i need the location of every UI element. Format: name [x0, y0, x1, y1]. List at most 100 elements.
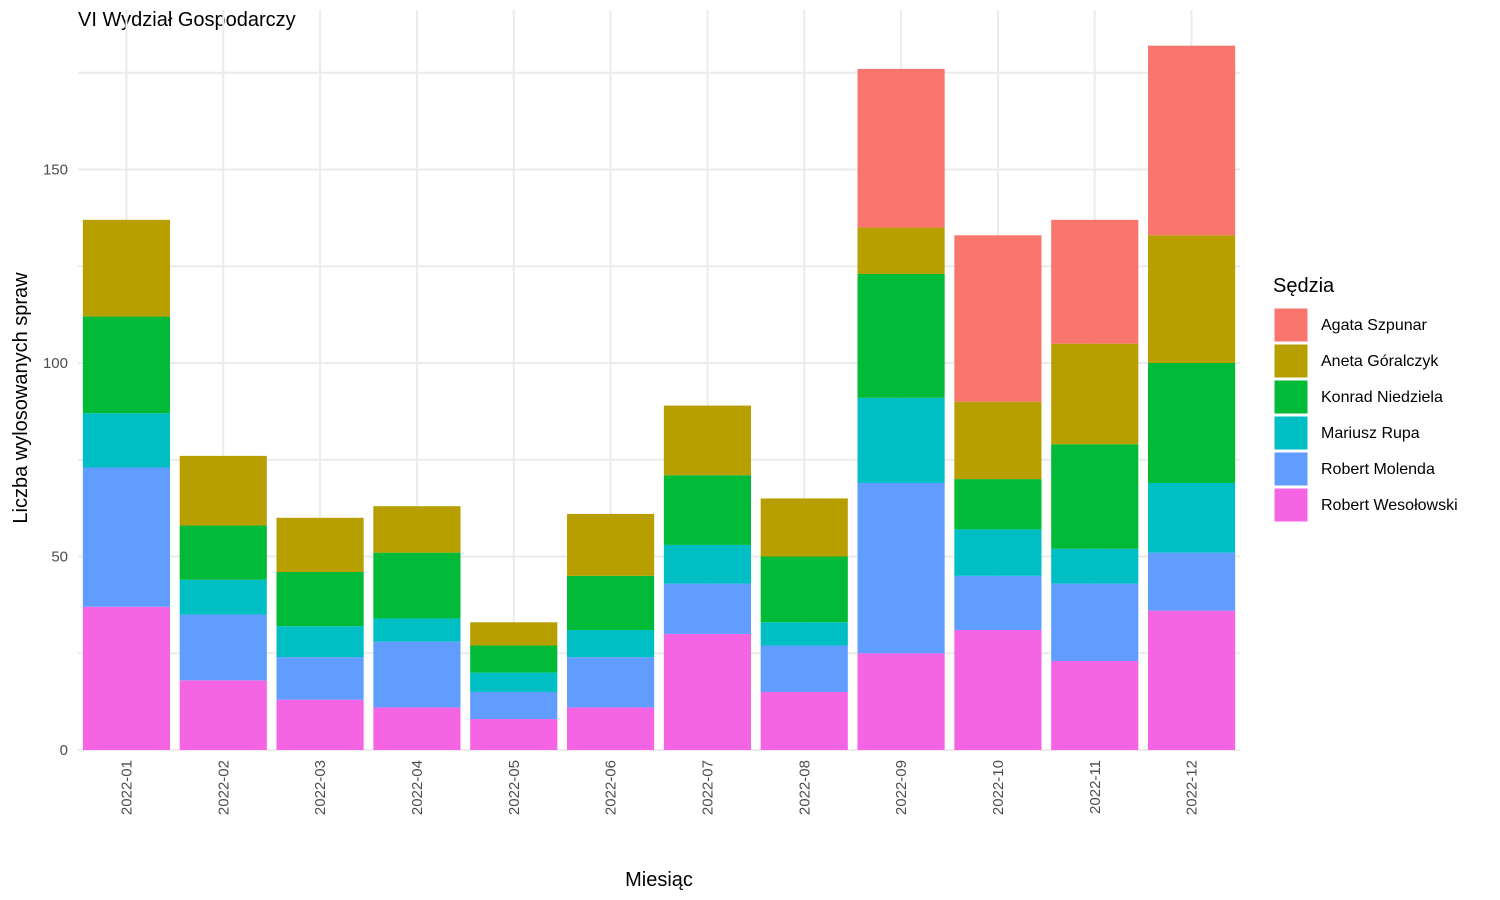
bar-segment — [276, 571, 364, 627]
bar-segment — [663, 583, 751, 634]
x-axis-title: Miesiąc — [625, 869, 693, 891]
x-tick-label: 2022-11 — [1087, 760, 1104, 814]
x-axis-ticks: 2022-01 2022-02 2022-03 2022-04 2022-05 2022-… — [118, 760, 1200, 815]
y-tick-label: 100 — [43, 355, 68, 372]
bar-segment — [954, 630, 1042, 750]
bar-segment — [1148, 235, 1236, 363]
bar-segment — [954, 529, 1042, 576]
bar-segment — [179, 614, 267, 681]
bar-segment — [567, 575, 655, 631]
x-tick-label: 2022-05 — [506, 760, 523, 815]
bar-segment — [373, 618, 461, 642]
bar-segment — [179, 455, 267, 526]
bar-segment — [470, 645, 558, 673]
bar-segment — [954, 401, 1042, 480]
bar-segment — [373, 641, 461, 708]
x-tick-label: 2022-08 — [796, 760, 813, 815]
bar-segment — [1051, 343, 1139, 445]
bar-segment — [470, 719, 558, 750]
bar-segment — [470, 672, 558, 692]
bar-segment — [1148, 45, 1236, 236]
legend-label: Konrad Niedziela — [1321, 389, 1443, 406]
x-tick-label: 2022-04 — [409, 760, 426, 815]
bar-segment — [1051, 583, 1139, 661]
bar-segment — [1148, 482, 1236, 553]
legend-label: Mariusz Rupa — [1321, 425, 1420, 442]
y-tick-label: 150 — [43, 162, 68, 179]
legend-key — [1273, 415, 1309, 451]
x-tick-label: 2022-09 — [893, 760, 910, 815]
legend: Sędzia Agata Szpunar Aneta Góralczyk Konra… — [1273, 275, 1458, 523]
legend-label: Robert Molenda — [1321, 461, 1435, 478]
bar-segment — [954, 575, 1042, 631]
x-tick-label: 2022-07 — [699, 760, 716, 815]
bar-segment — [179, 579, 267, 615]
bar-segment — [567, 513, 655, 576]
legend-key — [1273, 343, 1309, 379]
bar-segment — [857, 482, 945, 654]
bar-segment — [663, 544, 751, 584]
y-axis-ticks: 0 50 100 150 — [43, 162, 68, 760]
bar-segment — [857, 273, 945, 398]
x-tick-label: 2022-01 — [118, 760, 135, 815]
bar-segment — [1148, 363, 1236, 483]
x-tick-label: 2022-03 — [312, 760, 329, 815]
bar-segment — [1051, 660, 1139, 750]
bar-segment — [470, 622, 558, 646]
bar-segment — [954, 479, 1042, 530]
bar-segment — [663, 405, 751, 476]
y-tick-label: 50 — [51, 549, 68, 566]
legend-title: Sędzia — [1273, 275, 1335, 297]
bar-segment — [857, 68, 945, 228]
bar-segment — [179, 680, 267, 750]
bar-segment — [179, 525, 267, 580]
bar-segment — [276, 517, 364, 572]
bar-segment — [567, 657, 655, 708]
bar-segment — [373, 707, 461, 750]
legend-key — [1273, 307, 1309, 343]
bar-segment — [276, 657, 364, 700]
x-tick-label: 2022-02 — [215, 760, 232, 815]
bar-segment — [82, 413, 170, 468]
legend-key — [1273, 379, 1309, 415]
bar-segment — [760, 645, 848, 692]
bar-segment — [373, 506, 461, 553]
bar-segment — [373, 552, 461, 619]
chart-title: VI Wydział Gospodarczy — [78, 9, 296, 31]
bar-segment — [1148, 610, 1236, 750]
legend-label: Aneta Góralczyk — [1321, 353, 1439, 370]
bar-segment — [82, 219, 170, 317]
bar-segment — [857, 227, 945, 274]
bar-segment — [857, 397, 945, 483]
bar-segment — [1148, 552, 1236, 611]
bar-segment — [954, 235, 1042, 402]
bar-segment — [760, 498, 848, 557]
legend-key — [1273, 487, 1309, 523]
bar-segment — [567, 630, 655, 658]
y-axis-title: Liczba wylosowanych spraw — [10, 272, 32, 524]
bar-segment — [82, 606, 170, 750]
bar-segment — [760, 556, 848, 623]
bar-segment — [82, 467, 170, 607]
bar-segment — [1051, 444, 1139, 549]
x-tick-label: 2022-06 — [603, 760, 620, 815]
bar-segment — [276, 699, 364, 750]
legend-key — [1273, 451, 1309, 487]
x-tick-label: 2022-12 — [1184, 760, 1201, 815]
bar-segment — [663, 475, 751, 545]
bar-segment — [760, 691, 848, 750]
bars — [82, 45, 1236, 750]
bar-segment — [567, 707, 655, 750]
legend-label: Agata Szpunar — [1321, 317, 1428, 334]
legend-label: Robert Wesołowski — [1321, 497, 1458, 514]
bar-segment — [1051, 548, 1139, 584]
y-tick-label: 0 — [60, 742, 68, 759]
bar-segment — [82, 316, 170, 414]
bar-segment — [1051, 219, 1139, 344]
bar-segment — [470, 691, 558, 720]
bar-segment — [760, 622, 848, 646]
bar-segment — [663, 633, 751, 750]
x-tick-label: 2022-10 — [990, 760, 1007, 815]
bar-segment — [276, 626, 364, 658]
